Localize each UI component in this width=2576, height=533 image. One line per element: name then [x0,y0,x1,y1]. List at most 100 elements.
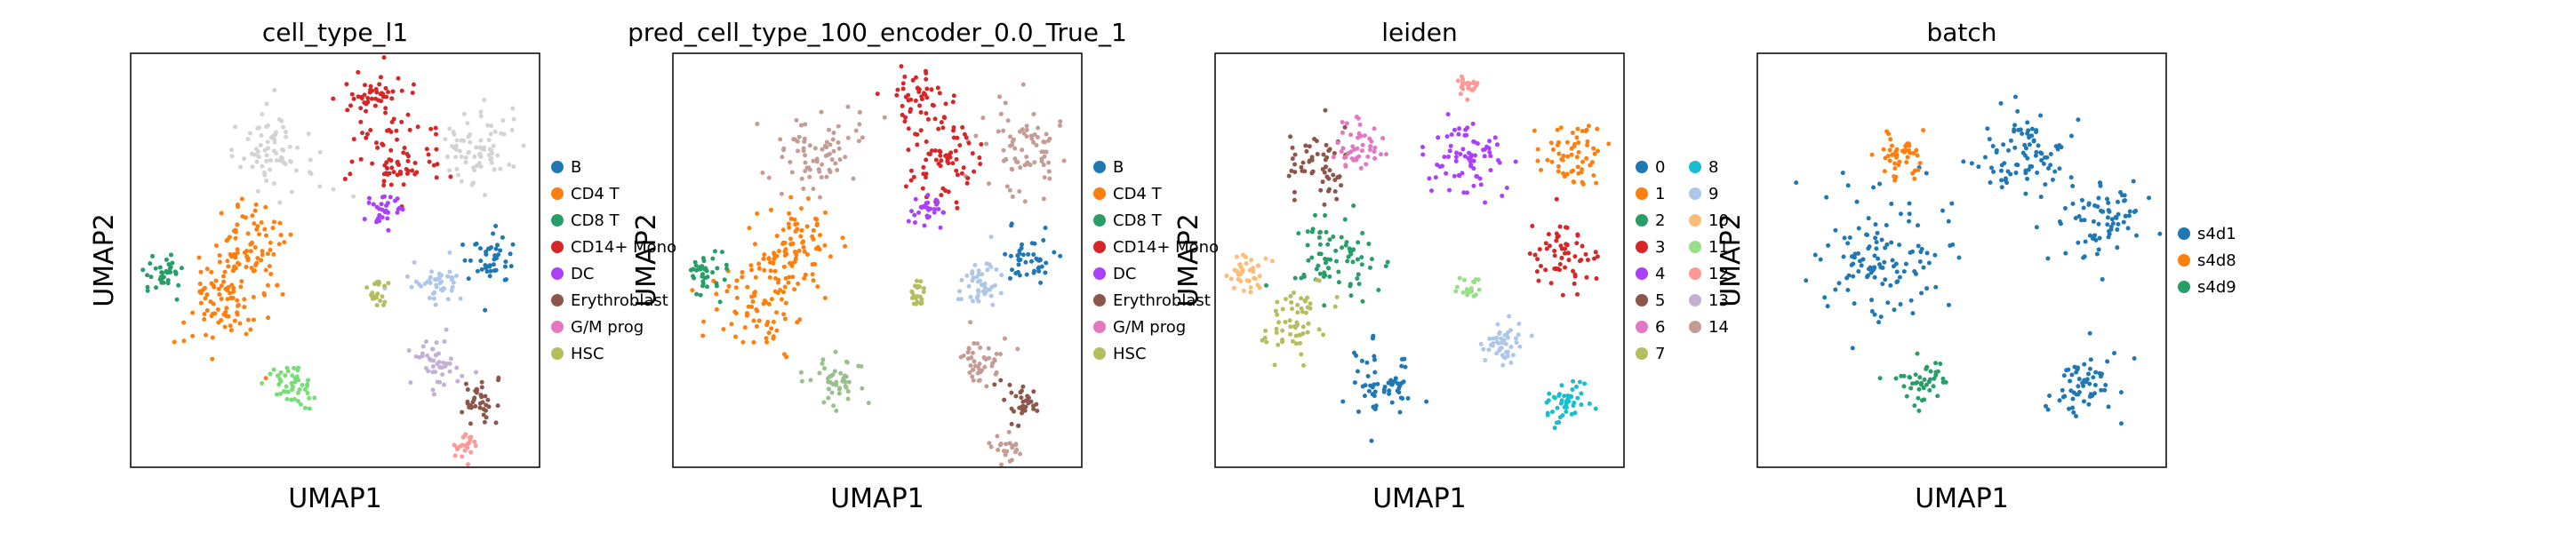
scatter-point [2069,372,2075,378]
scatter-point [970,271,975,276]
scatter-point [1046,160,1052,165]
panel-title: cell_type_l1 [262,18,408,47]
scatter-point [700,319,706,324]
scatter-point [932,148,938,154]
scatter-point [292,379,298,385]
scatter-point [397,205,403,211]
scatter-point [1481,346,1486,352]
scatter-point [1903,261,1908,266]
scatter-point [290,373,295,378]
scatter-point [1924,382,1929,387]
scatter-point [1334,295,1340,300]
legend-marker [1093,161,1106,173]
scatter-point [1241,288,1246,293]
legend-marker [1093,241,1106,253]
scatter-point [717,299,723,305]
scatter-point [260,112,265,117]
scatter-point [792,287,797,292]
scatter-point [1580,159,1586,164]
scatter-point [1564,171,1570,177]
scatter-point [1471,79,1476,84]
scatter-point [1046,169,1052,174]
scatter-point [1948,243,1953,248]
scatter-point [2001,142,2006,147]
scatter-point [2103,383,2108,388]
scatter-point [845,104,851,109]
scatter-point [1022,199,1028,204]
scatter-point [975,364,980,370]
scatter-point [496,375,501,380]
scatter-point [1276,320,1282,325]
scatter-point [1252,276,1258,282]
scatter-point [836,146,842,151]
scatter-point [1372,155,1378,161]
scatter-point [487,147,492,152]
legend-marker [2178,254,2190,266]
scatter-point [1508,360,1514,365]
scatter-point [932,210,937,215]
scatter-point [179,266,184,271]
scatter-point [1015,253,1020,259]
scatter-point [1896,163,1901,168]
scatter-point [1885,300,1891,306]
scatter-point [939,193,944,198]
scatter-point [1486,146,1492,151]
scatter-point [1061,158,1067,163]
scatter-point [1552,253,1557,259]
scatter-point [2133,208,2139,213]
scatter-point [1009,457,1014,463]
scatter-point [428,357,433,362]
scatter-point [929,148,934,154]
scatter-point [2096,221,2101,227]
scatter-point [1494,351,1500,356]
scatter-point [1569,411,1574,417]
scatter-point [1892,166,1898,171]
legend-marker [2178,281,2190,293]
scatter-point [266,123,271,128]
scatter-point [1794,180,1799,186]
scatter-point [1461,277,1467,282]
scatter-point [903,115,908,120]
scatter-point [1382,384,1388,389]
scatter-point [435,162,440,167]
scatter-point [2034,128,2039,133]
scatter-point [826,395,831,401]
scatter-point [2113,215,2118,220]
scatter-point [1529,333,1534,338]
scatter-point [822,143,828,148]
scatter-point [493,223,499,228]
scatter-point [233,235,238,241]
scatter-point [1571,378,1576,384]
scatter-point [441,360,446,365]
scatter-point [1916,223,1921,228]
scatter-point [1354,155,1359,161]
scatter-point [1009,406,1014,411]
scatter-point [2126,213,2132,219]
scatter-point [475,268,480,274]
scatter-point [1037,258,1043,263]
legend-label: 10 [1708,211,1729,230]
scatter-point [248,249,253,254]
scatter-point [714,306,719,312]
scatter-point [1024,127,1029,132]
scatter-point [262,292,268,298]
scatter-point [998,290,1004,296]
scatter-point [419,283,424,289]
scatter-point [740,274,745,280]
scatter-point [1879,237,1884,243]
scatter-point [924,76,929,82]
scatter-point [771,260,776,266]
scatter-point [1516,332,1521,338]
scatter-point [1488,168,1493,173]
scatter-point [1351,157,1356,163]
scatter-point [1501,354,1507,360]
scatter-point [1387,391,1392,396]
scatter-point [967,370,972,376]
scatter-point [198,269,204,274]
scatter-point [493,246,499,251]
scatter-point [272,132,277,138]
scatter-point [1001,449,1006,454]
scatter-point [405,168,411,173]
scatter-point [1580,179,1585,185]
scatter-point [331,187,336,192]
